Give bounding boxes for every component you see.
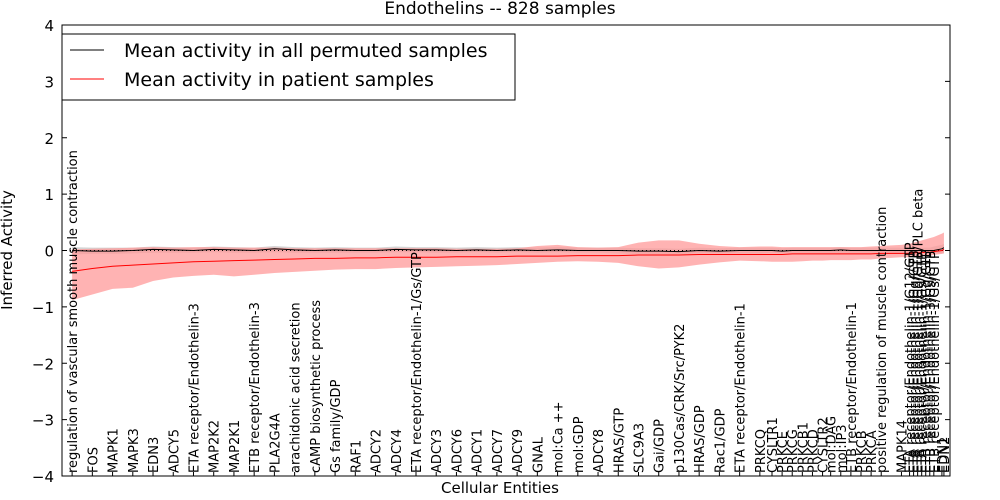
x-tick-label: positive regulation of muscle contractio… [875, 207, 890, 473]
x-tick-label: cAMP biosynthetic process [309, 300, 324, 473]
x-tick-label: regulation of vascular smooth muscle con… [66, 150, 81, 473]
x-tick-label: ADCY5 [167, 429, 182, 473]
y-tick-label: 2 [44, 130, 54, 148]
x-tick-label: EDN1 [936, 437, 951, 473]
x-tick-label: ETA receptor/Endothelin-1/Gq/GTP [908, 251, 923, 473]
x-tick-label: mol:IP3 [835, 424, 850, 473]
x-tick-label: SLC9A3 [632, 423, 647, 473]
x-tick-label: HRAS/GDP [693, 405, 708, 473]
x-tick-label: PRKCB1 [796, 422, 811, 473]
x-tick-label: ADCY8 [592, 429, 607, 473]
x-tick-label: MAPK1 [107, 428, 122, 473]
x-tick-label: mol:GDP [572, 416, 587, 473]
x-tick-label: PRKCA [865, 430, 880, 473]
x-tick-label: ADCY6 [450, 429, 465, 473]
x-tick-label: PRKCD [806, 429, 821, 473]
x-tick-label: PRKCB [855, 430, 870, 473]
x-tick-label: MAP2K2 [208, 420, 223, 473]
x-tick-label: ETA receptor/Endothelin-1/Gs/GTP [410, 252, 425, 473]
x-tick-label: mol:DAG [825, 416, 840, 473]
y-tick-label: −2 [32, 355, 54, 373]
confidence-bands [72, 232, 944, 301]
y-axis-label: Inferred Activity [0, 190, 16, 310]
x-tick-label: ETA receptor/Endothelin-1/Gs/GTP [916, 252, 931, 473]
x-tick-label: ETB receptor/Endothelin-3 [248, 302, 263, 473]
x-tick-label: Rac1/GDP [713, 408, 728, 473]
x-tick-label: Gai/GDP [653, 419, 668, 473]
x-tick-label: ADCY1 [471, 429, 486, 473]
y-tick-label: 0 [44, 243, 54, 261]
legend: Mean activity in all permuted samples Me… [61, 33, 516, 101]
x-tick-label: PRKCG [786, 429, 801, 473]
y-tick-label: −4 [32, 468, 54, 486]
chart-title: Endothelins -- 828 samples [384, 0, 615, 19]
y-tick-label: −1 [32, 299, 54, 317]
x-axis-label: Cellular Entities [441, 479, 559, 497]
x-tick-labels: regulation of vascular smooth muscle con… [66, 150, 953, 476]
patient-band [72, 232, 944, 301]
series-lines [62, 247, 950, 272]
x-tick-label: ADCY4 [390, 429, 405, 473]
x-tick-label: ADCY9 [511, 429, 526, 473]
x-tick-label: ADCY7 [491, 429, 506, 473]
x-tick-label: ETA receptor/Endothelin-3 [187, 303, 202, 473]
x-tick-label: PLA2G4A [268, 413, 283, 473]
x-tick-label: PRKCQ [754, 429, 769, 473]
permuted-mean-line [72, 247, 945, 253]
x-tick-label: GNAL [531, 436, 546, 473]
x-tick-label: mol:Ca ++ [552, 401, 567, 473]
x-tick-label: MAPK3 [127, 428, 142, 473]
x-tick-label: ADCY3 [430, 429, 445, 473]
x-tick-label: ETA receptor/Endothelin-1 [734, 303, 749, 473]
x-tick-label: CYSLTR2 [817, 417, 832, 473]
x-tick-label: CYSLTR1 [766, 417, 781, 473]
x-tick-label: ETB receptor/Endothelin-1/Gq/GTP [920, 250, 935, 473]
legend-permuted-label: Mean activity in all permuted samples [124, 40, 487, 62]
y-tick-label: −3 [32, 412, 54, 430]
x-tick-label: p130Cas/CRK/Src/PYK2 [673, 324, 688, 473]
x-tick-label: EDN2 [938, 437, 953, 473]
x-tick-label: ETA receptor/Endothelin-1/G12/GTP [904, 242, 919, 473]
x-tick-label: ETB receptor/Endothelin-1/Gs/GTP [928, 251, 943, 473]
x-tick-label: Gs family/GDP [329, 379, 344, 473]
x-tick-label: RAF1 [349, 440, 364, 473]
x-tick-label: HRAS/GTP [612, 408, 627, 473]
y-tick-label: 4 [44, 17, 54, 35]
x-tick-label: FOS [86, 447, 101, 473]
legend-box [61, 33, 516, 101]
legend-patient-label: Mean activity in patient samples [124, 69, 434, 91]
x-tick-label: MAP2K1 [228, 420, 243, 473]
x-tick-label: arachidonic acid secretion [289, 302, 304, 473]
y-tick-label: 3 [44, 73, 54, 91]
patient-mean-line [72, 248, 945, 272]
x-tick-label: MAPK14 [895, 420, 910, 473]
x-tick-label: PRKCE [776, 431, 791, 473]
x-tick-label: ETB receptor/Endothelin-3/Gs/GTP [924, 251, 939, 473]
x-tick-label: ADCY2 [370, 429, 385, 473]
x-tick-label: ETB receptor/Endothelin-1 [845, 302, 860, 473]
x-tick-label: EDN3 [147, 437, 162, 473]
y-tick-label: 1 [44, 186, 54, 204]
x-tick-label: ETA receptor/Endothelin-1/Gq/GTP/PLC bet… [912, 189, 927, 473]
